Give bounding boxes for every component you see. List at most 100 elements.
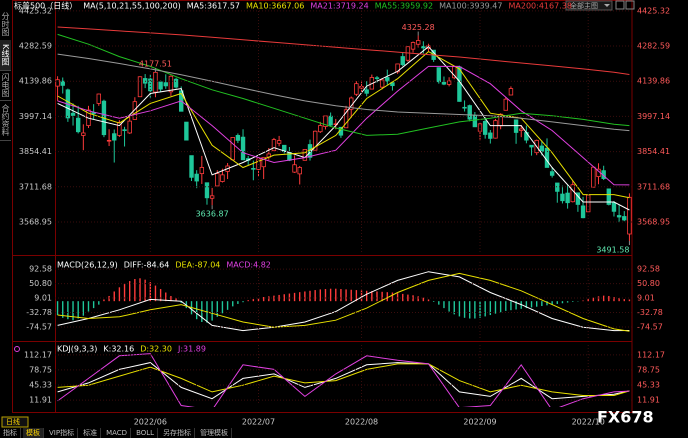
dropdown-arrow xyxy=(604,4,610,7)
y-tick-label-right: 112.17 xyxy=(637,350,665,359)
candle-body xyxy=(560,193,565,202)
candle-body xyxy=(168,75,174,93)
candle-body xyxy=(477,123,483,132)
line-series xyxy=(57,46,630,211)
candle-body xyxy=(622,216,627,221)
y-tick-label-right: 45.33 xyxy=(637,381,660,390)
candle-body xyxy=(184,121,189,141)
candle-body xyxy=(513,119,519,133)
candle-body xyxy=(251,168,256,170)
candle-body xyxy=(446,80,452,85)
y-tick-label-right: 50.80 xyxy=(637,279,660,288)
dropdown[interactable] xyxy=(565,0,613,11)
plot-area xyxy=(57,353,630,407)
y-tick-label: 112.17 xyxy=(24,350,52,359)
candle-body xyxy=(60,80,65,86)
toolbar-item[interactable]: 管理模板 xyxy=(197,428,233,438)
watermark: FX678 xyxy=(597,408,654,427)
panel-subtitle: MA(5,10,21,55,100,200) xyxy=(83,2,181,11)
annotation: 3636.87 xyxy=(196,210,229,219)
line-series xyxy=(57,363,630,396)
icon[interactable] xyxy=(625,0,635,10)
candle-body xyxy=(220,174,225,182)
candle-body xyxy=(112,133,117,141)
candle-body xyxy=(580,205,586,219)
candle-body xyxy=(627,196,632,235)
legend-entry: K:32.16 xyxy=(103,345,134,354)
candle-body xyxy=(163,82,168,87)
toolbar-item[interactable]: 另存指标 xyxy=(160,428,196,438)
legend-entry: MACD:4.82 xyxy=(226,261,271,270)
y-tick-label: 11.91 xyxy=(29,396,52,405)
side-tab[interactable]: 闪电图 xyxy=(0,70,11,101)
side-tab[interactable]: 合约资料 xyxy=(0,100,11,141)
y-tick-label: 4425.32 xyxy=(19,6,52,15)
candle-body xyxy=(70,112,76,116)
candle-body xyxy=(318,125,323,133)
toolbar-item[interactable]: BOLL xyxy=(133,428,159,438)
candle-body xyxy=(148,78,153,92)
toolbar-item[interactable]: 模板 xyxy=(23,428,44,438)
toolbar-item[interactable]: 标准 xyxy=(80,428,102,438)
line-series xyxy=(57,272,630,332)
legend-entry: MA55:3959.92 xyxy=(375,2,433,11)
candle-body xyxy=(333,123,338,126)
candle-body xyxy=(302,149,308,161)
y-tick-label-right: 3568.95 xyxy=(637,217,670,226)
line-series xyxy=(57,271,630,332)
annotation: 3491.58 xyxy=(596,246,629,255)
x-tick-label: 2022/10 xyxy=(572,418,605,427)
side-tab[interactable]: K线图 xyxy=(0,40,11,71)
candle-body xyxy=(467,105,472,120)
y-tick-label: 78.75 xyxy=(29,365,52,374)
x-tick-label: 2022/08 xyxy=(345,418,378,427)
y-tick-label: 4282.59 xyxy=(19,42,52,51)
toolbar-item[interactable]: MACD xyxy=(103,428,132,438)
y-tick-label: -32.78 xyxy=(26,308,52,317)
candle-body xyxy=(215,173,220,187)
period-label[interactable]: 日线 xyxy=(6,417,20,426)
candle-body xyxy=(606,188,612,205)
candle-body xyxy=(611,202,617,212)
kdj-frame xyxy=(12,341,633,413)
line-series xyxy=(57,50,630,199)
legend-entry: MA200:4167.38 xyxy=(508,2,571,11)
legend-entry: MA21:3719.24 xyxy=(310,2,368,11)
dropdown-label[interactable]: 全部主图 xyxy=(570,1,598,10)
candle-body xyxy=(132,101,138,120)
line-series xyxy=(57,362,630,400)
period-box[interactable] xyxy=(1,416,29,428)
y-tick-label: 3711.68 xyxy=(19,182,52,191)
toolbar-item[interactable]: 指标 xyxy=(0,428,21,438)
y-tick-label-right: 3997.14 xyxy=(637,112,670,121)
candle-body xyxy=(457,66,462,102)
candle-body xyxy=(410,42,416,50)
candle-body xyxy=(354,83,359,95)
y-tick-label-right: 4282.59 xyxy=(637,42,670,51)
candle-body xyxy=(292,164,297,173)
toolbar-item[interactable]: VIP指标 xyxy=(46,428,79,438)
candle-body xyxy=(117,121,122,136)
candle-body xyxy=(127,120,132,134)
panel-title: MACD(26,12,9) xyxy=(57,261,118,270)
legend-entry: D:32.30 xyxy=(140,345,172,354)
candle-body xyxy=(400,56,405,66)
candle-body xyxy=(508,88,514,96)
candle-body xyxy=(416,40,421,45)
y-tick-label-right: 9.01 xyxy=(637,294,655,303)
side-tab[interactable]: 分时图 xyxy=(0,8,11,41)
y-tick-label: 3854.41 xyxy=(19,147,52,156)
candle-body xyxy=(390,82,395,87)
candle-body xyxy=(385,77,390,82)
candle-body xyxy=(565,192,570,204)
legend-entry: J:31.89 xyxy=(177,345,206,354)
candle-body xyxy=(75,117,81,133)
candle-body xyxy=(616,215,622,218)
candle-body xyxy=(158,81,163,90)
legend-entry: DEA:-87.04 xyxy=(175,261,220,270)
candle-body xyxy=(472,115,478,128)
y-tick-label: 9.01 xyxy=(34,294,52,303)
legend-entry: DIFF:-84.64 xyxy=(124,261,170,270)
icon[interactable] xyxy=(615,0,625,10)
